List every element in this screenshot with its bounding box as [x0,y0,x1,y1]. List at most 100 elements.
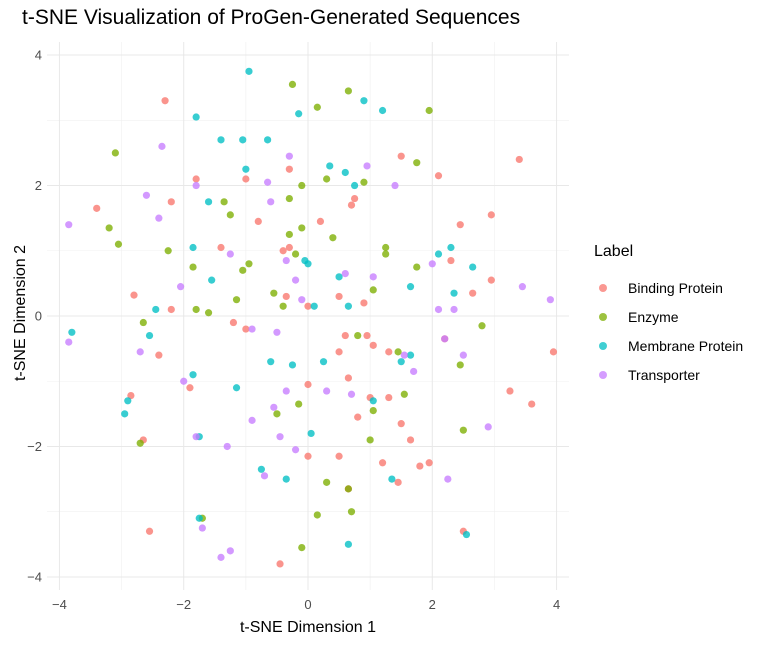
point-transporter [192,433,200,441]
point-membrane-protein [204,198,213,206]
point-enzyme [295,400,303,408]
point-binding-protein [344,374,352,382]
point-binding-protein [279,247,287,255]
point-enzyme [369,406,377,415]
point-transporter [323,387,331,395]
point-transporter [248,416,256,424]
point-membrane-protein [195,514,203,522]
point-binding-protein [145,527,154,535]
point-enzyme [226,211,234,219]
x-tick-label: 2 [429,597,436,612]
point-membrane-protein [245,67,253,75]
point-transporter [217,553,225,561]
point-membrane-protein [344,302,352,310]
point-binding-protein [186,384,194,392]
point-enzyme [366,436,374,444]
legend-swatch [599,283,607,292]
point-enzyme [291,250,300,258]
point-enzyme [164,247,172,255]
point-transporter [459,351,467,359]
point-enzyme [459,426,467,434]
point-binding-protein [217,243,225,252]
point-membrane-protein [124,397,132,405]
point-binding-protein [161,97,169,105]
point-membrane-protein [360,97,368,105]
point-transporter [192,181,200,190]
point-enzyme [204,309,213,317]
point-binding-protein [434,172,443,180]
point-binding-protein [93,204,101,212]
grid-major-lines [47,42,569,590]
point-membrane-protein [282,475,290,483]
point-enzyme [270,289,278,297]
y-tick-label: −4 [27,569,42,584]
y-tick-label: −2 [27,439,42,454]
point-transporter [267,198,275,206]
point-membrane-protein [295,110,303,118]
point-transporter [291,446,300,454]
point-enzyme [298,543,306,552]
point-binding-protein [282,292,290,301]
point-binding-protein [487,211,495,219]
point-transporter [155,214,163,222]
point-enzyme [273,410,281,418]
legend-swatch [599,370,607,379]
point-membrane-protein [310,302,318,310]
point-transporter [400,351,408,359]
point-enzyme [323,478,331,486]
point-membrane-protein [397,358,405,366]
point-transporter [273,328,281,336]
point-membrane-protein [335,273,343,281]
point-enzyme [478,322,486,330]
point-enzyme [360,178,368,186]
point-binding-protein [506,387,514,395]
point-binding-protein [394,478,402,486]
point-membrane-protein [264,136,272,144]
point-enzyme [189,263,197,271]
point-membrane-protein [152,305,160,314]
point-transporter [546,296,554,304]
point-binding-protein [254,217,262,226]
legend-item-binding-protein: Binding Protein [594,273,743,302]
point-transporter [391,181,399,190]
point-binding-protein [369,341,377,349]
x-tick-label: −2 [176,597,191,612]
point-binding-protein [167,305,175,314]
x-tick-labels: −4 −2 0 2 4 [52,597,560,612]
point-enzyme [382,250,390,258]
point-transporter [441,335,449,343]
point-binding-protein [304,452,312,460]
point-transporter [142,191,151,199]
point-enzyme [285,194,293,203]
point-transporter [434,305,443,314]
legend-label: Binding Protein [628,279,723,296]
point-transporter [450,305,458,314]
point-membrane-protein [239,136,247,144]
point-membrane-protein [257,465,265,473]
point-membrane-protein [242,165,250,173]
point-enzyme [344,87,352,95]
point-binding-protein [316,217,325,226]
point-transporter [136,348,144,356]
point-membrane-protein [434,250,443,258]
point-binding-protein [242,175,250,183]
point-binding-protein [242,325,250,333]
chart-title: t-SNE Visualization of ProGen-Generated … [22,6,521,29]
point-transporter [158,142,166,150]
point-binding-protein [378,459,387,467]
legend: Label Binding Protein Enzyme Membrane Prot… [594,243,743,389]
point-binding-protein [335,452,343,460]
point-transporter [65,221,73,229]
point-binding-protein [363,331,371,340]
point-binding-protein [155,351,163,359]
point-binding-protein [397,420,405,428]
point-enzyme [136,439,144,447]
point-binding-protein [360,299,368,307]
point-membrane-protein [462,530,471,539]
point-transporter [285,152,293,160]
point-binding-protein [447,256,455,265]
data-points [65,67,558,568]
point-binding-protein [229,318,238,327]
point-enzyme [298,224,306,232]
point-transporter [410,367,418,376]
